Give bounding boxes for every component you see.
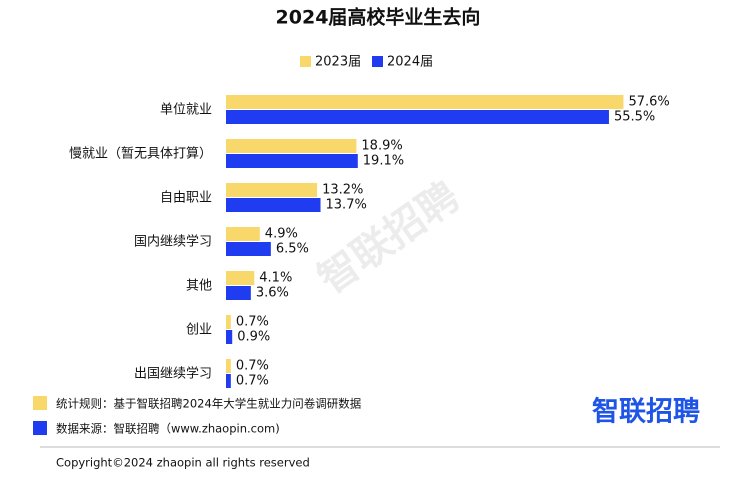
bar [226, 374, 231, 388]
category-label: 出国继续学习 [134, 366, 212, 382]
value-label: 3.6% [256, 286, 289, 301]
legend-label: 2024届 [387, 55, 433, 70]
bar [226, 271, 255, 285]
value-label: 0.9% [237, 330, 270, 345]
value-label: 18.9% [361, 139, 402, 154]
value-label: 13.7% [326, 198, 367, 213]
value-label: 0.7% [236, 374, 269, 389]
logo: 智联招聘 [592, 397, 700, 428]
bar [226, 242, 271, 256]
category-label: 其他 [186, 279, 212, 294]
note: 统计规则：基于智联招聘2024年大学生就业力问卷调研数据 [56, 397, 362, 411]
legend-swatch [300, 56, 311, 67]
bar [226, 154, 358, 168]
value-label: 0.7% [236, 315, 269, 330]
category-label: 自由职业 [160, 191, 212, 206]
value-label: 19.1% [363, 154, 404, 169]
bar [226, 227, 260, 241]
copyright: Copyright©2024 zhaopin all rights reserv… [56, 456, 310, 470]
category-label: 单位就业 [160, 103, 212, 118]
note: 数据来源：智联招聘（www.zhaopin.com) [56, 422, 280, 436]
bar [226, 198, 321, 212]
value-label: 13.2% [322, 183, 363, 198]
category-label: 国内继续学习 [134, 234, 212, 250]
note-swatch [33, 396, 47, 410]
value-label: 4.1% [259, 271, 292, 286]
bar [226, 359, 231, 373]
bar [226, 315, 231, 329]
value-label: 4.9% [265, 227, 298, 242]
legend-swatch [372, 56, 383, 67]
bar [226, 110, 609, 124]
note-swatch [33, 421, 47, 435]
value-label: 6.5% [276, 242, 309, 257]
category-label: 慢就业（暂无具体打算） [69, 146, 212, 162]
bar [226, 330, 233, 344]
value-label: 55.5% [614, 110, 655, 125]
bar [226, 95, 624, 109]
bar [226, 139, 357, 153]
legend-label: 2023届 [315, 55, 361, 70]
chart-title: 2024届高校毕业生去向 [276, 6, 481, 29]
bar [226, 183, 318, 197]
bar [226, 286, 251, 300]
category-label: 创业 [186, 323, 212, 338]
value-label: 0.7% [236, 359, 269, 374]
value-label: 57.6% [628, 95, 669, 110]
